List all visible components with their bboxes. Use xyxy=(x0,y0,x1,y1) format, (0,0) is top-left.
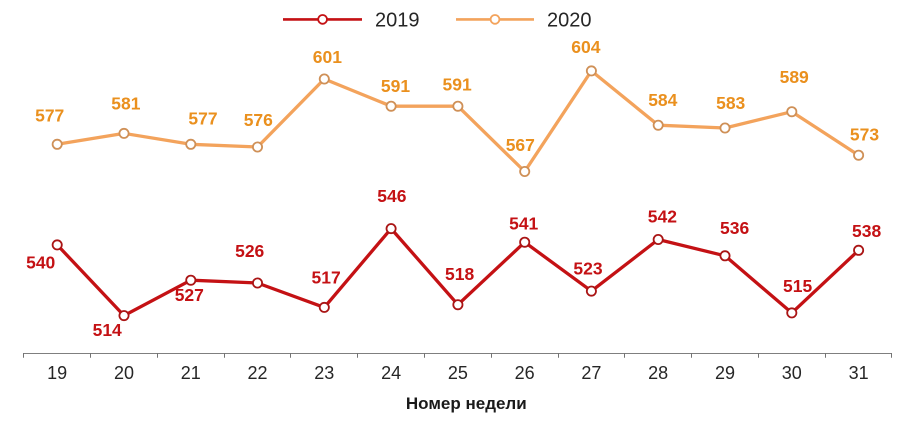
svg-text:30: 30 xyxy=(782,363,802,383)
svg-text:542: 542 xyxy=(648,207,677,227)
svg-text:540: 540 xyxy=(26,253,55,273)
svg-text:25: 25 xyxy=(448,363,468,383)
svg-text:583: 583 xyxy=(716,93,745,113)
svg-text:29: 29 xyxy=(715,363,735,383)
svg-text:514: 514 xyxy=(93,320,122,340)
svg-text:31: 31 xyxy=(849,363,869,383)
svg-text:28: 28 xyxy=(648,363,668,383)
svg-text:27: 27 xyxy=(581,363,601,383)
svg-text:589: 589 xyxy=(780,67,809,87)
svg-text:23: 23 xyxy=(314,363,334,383)
svg-text:517: 517 xyxy=(311,268,340,288)
svg-text:24: 24 xyxy=(381,363,401,383)
svg-text:604: 604 xyxy=(571,37,600,57)
svg-text:2019: 2019 xyxy=(375,10,420,32)
svg-text:591: 591 xyxy=(381,76,410,96)
svg-text:573: 573 xyxy=(850,125,879,145)
svg-text:22: 22 xyxy=(247,363,267,383)
svg-text:518: 518 xyxy=(445,264,474,284)
svg-text:26: 26 xyxy=(515,363,535,383)
svg-text:523: 523 xyxy=(573,259,602,279)
svg-text:577: 577 xyxy=(188,109,217,129)
svg-text:577: 577 xyxy=(35,105,64,125)
svg-text:546: 546 xyxy=(377,186,406,206)
svg-text:527: 527 xyxy=(175,285,204,305)
svg-text:581: 581 xyxy=(111,94,140,114)
svg-text:20: 20 xyxy=(114,363,134,383)
svg-text:21: 21 xyxy=(181,363,201,383)
svg-text:541: 541 xyxy=(509,214,538,234)
svg-text:526: 526 xyxy=(235,241,264,261)
svg-text:538: 538 xyxy=(852,221,881,241)
svg-text:536: 536 xyxy=(720,218,749,238)
svg-text:2020: 2020 xyxy=(547,10,592,32)
svg-text:601: 601 xyxy=(313,47,342,67)
svg-text:Номер недели: Номер недели xyxy=(406,394,527,413)
svg-text:19: 19 xyxy=(47,363,67,383)
svg-text:576: 576 xyxy=(244,110,273,130)
svg-text:591: 591 xyxy=(442,75,471,95)
svg-text:584: 584 xyxy=(648,90,677,110)
svg-text:515: 515 xyxy=(783,276,812,296)
svg-text:567: 567 xyxy=(506,135,535,155)
